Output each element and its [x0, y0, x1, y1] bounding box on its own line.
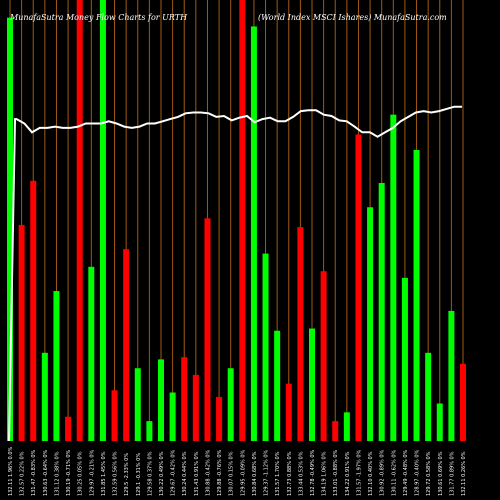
x-tick-label: 131.85 1.45% 0% [101, 451, 107, 496]
x-tick-label: 129.72 0.58% 0% [426, 451, 432, 496]
x-tick-label: 131.57 -1.97% 0% [356, 449, 362, 496]
chart-subtitle: (World Index MSCI Ishares) MunafaSutra.c… [258, 13, 447, 22]
x-tick-label: 128.97 -0.40% 0% [415, 449, 421, 496]
bar [146, 421, 153, 441]
bar [436, 403, 443, 441]
x-tick-label: 129.37 -1.12% 0% [264, 449, 270, 496]
x-tick-label: 134.19 1.06% 0% [322, 451, 328, 496]
bar [320, 271, 327, 441]
bar [216, 396, 223, 441]
bar [285, 383, 292, 441]
bar [262, 253, 269, 441]
bar [88, 266, 95, 441]
x-tick-label: 134.22 0.91% 0% [345, 451, 351, 496]
bar [378, 183, 385, 441]
bar [239, 0, 246, 441]
bar [367, 207, 374, 441]
bar [448, 310, 455, 441]
bar [30, 180, 37, 441]
bar [65, 416, 72, 441]
x-tick-label: 131.43 0.91% 0% [194, 451, 200, 496]
bar [158, 359, 164, 441]
x-tick-label: 132.10 0.40% 0% [368, 451, 374, 496]
x-tick-label: 133.01 -0.88% 0% [333, 449, 339, 496]
bar [18, 224, 25, 441]
bar [181, 357, 188, 441]
bar [7, 17, 13, 441]
x-tick-label: 132.11 0.26% 0% [461, 451, 467, 496]
x-tick-label: 131.47 -0.83% 0% [31, 449, 37, 496]
money-flow-bars [7, 0, 466, 442]
bar [343, 412, 350, 441]
x-tick-label: 130.63 -0.64% 0% [43, 449, 49, 496]
bar [309, 328, 315, 441]
x-tick-label: 129.95 -0.09% 0% [240, 449, 246, 496]
bar [390, 114, 397, 441]
bar [134, 368, 141, 441]
x-tick-label: 132.11 1.96% 0.0% [8, 446, 14, 496]
bar [192, 374, 199, 441]
bar [332, 421, 339, 441]
bar [169, 392, 176, 441]
bar [227, 368, 234, 441]
x-tick-label: 129.88 -0.76% 0% [217, 449, 223, 496]
x-tick-label: 130.11 -0.62% 0% [391, 449, 397, 496]
x-tick-label: 132.73 0.88% 0% [287, 451, 293, 496]
x-tick-label: 130.24 0.44% 0% [182, 451, 188, 496]
x-tick-labels: 132.11 1.96% 0.0% 132.57 0.22% 0% 131.47 -… [8, 446, 467, 496]
x-tick-label: 129.1 -0.31% 0% [136, 453, 142, 496]
bar [99, 0, 106, 441]
x-tick-label: 130.84 0.68% 0% [252, 451, 258, 496]
bar [401, 277, 408, 441]
x-tick-label: 130.19 -0.71% 0% [66, 449, 72, 496]
bar [460, 363, 466, 441]
x-tick-label: 129.49 -0.48% 0% [403, 449, 409, 496]
x-tick-label: 131.57 1.70% 0% [275, 451, 281, 496]
x-tick-label: 132.78 -0.49% 0% [310, 449, 316, 496]
x-tick-label: 131.12 0.38% 0% [54, 451, 60, 496]
x-tick-label: 131.77 0.89% 0% [449, 451, 455, 496]
x-tick-label: 129.58 0.37% 0% [147, 451, 153, 496]
bar [41, 352, 48, 441]
x-tick-label: 132.59 0.56% 0% [113, 451, 119, 496]
x-tick-label: 130.25 0.05% 0% [78, 451, 84, 496]
bar [111, 390, 118, 441]
bar [297, 227, 304, 441]
x-tick-label: 130.88 -0.42% 0% [205, 449, 211, 496]
price-line [8, 105, 462, 442]
bar [123, 249, 130, 441]
bar [274, 330, 281, 441]
x-tick-label: 132.57 0.22% 0% [20, 451, 26, 496]
x-tick-label: 133.44 0.53% 0% [298, 451, 304, 496]
x-tick-label: 130.07 0.15% 0% [229, 451, 235, 496]
bar [413, 149, 420, 441]
bar [355, 134, 362, 441]
x-tick-label: 130.22 0.49% 0% [159, 451, 165, 496]
x-tick-label: 129.5 -2.33% 0% [124, 453, 130, 496]
bar [425, 352, 432, 441]
x-tick-label: 130.92 -0.89% 0% [380, 449, 386, 496]
x-tick-label: 129.97 -0.21% 0% [89, 449, 95, 496]
bar [53, 291, 60, 441]
bar [204, 218, 211, 441]
chart-title: MunafaSutra Money Flow Charts for URTH [10, 13, 188, 22]
bar [76, 0, 83, 441]
x-tick-label: 130.61 0.69% 0% [438, 451, 444, 496]
x-tick-label: 129.67 -0.42% 0% [171, 449, 177, 496]
bar [250, 26, 257, 442]
